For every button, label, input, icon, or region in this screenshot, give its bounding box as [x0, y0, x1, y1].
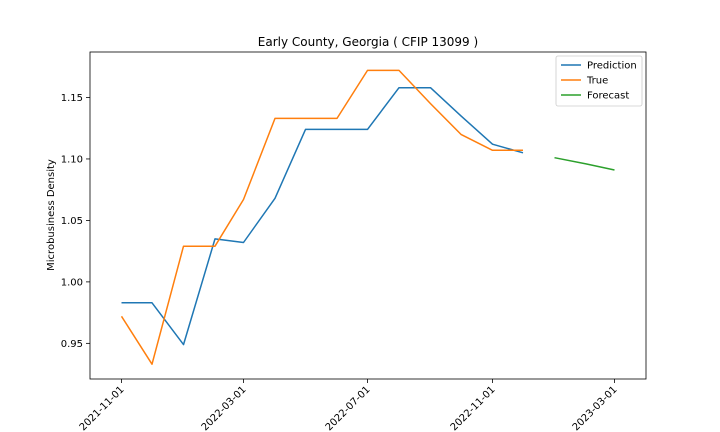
- legend-entry: Prediction: [587, 61, 637, 72]
- chart-title: Early County, Georgia ( CFIP 13099 ): [258, 35, 478, 49]
- legend-entry: True: [586, 76, 608, 87]
- series-line-true: [120, 69, 523, 365]
- plot-frame: [89, 51, 647, 380]
- y-tick-label: 1.15: [61, 93, 83, 104]
- y-axis-ticks: 0.95 1.00 1.05 1.10 1.15: [61, 93, 90, 350]
- series-lines: [120, 69, 615, 365]
- legend: Prediction True Forecast: [555, 55, 643, 107]
- legend-box: [555, 55, 643, 107]
- y-tick-label: 1.00: [61, 277, 83, 288]
- series-line-forecast: [554, 156, 615, 171]
- y-tick-label: 1.10: [61, 154, 83, 165]
- y-tick-label: 1.05: [61, 216, 83, 227]
- y-axis-label: Microbusiness Density: [46, 159, 57, 271]
- legend-entry: Forecast: [587, 91, 629, 102]
- y-tick-label: 0.95: [61, 339, 83, 350]
- series-line-prediction: [121, 86, 524, 346]
